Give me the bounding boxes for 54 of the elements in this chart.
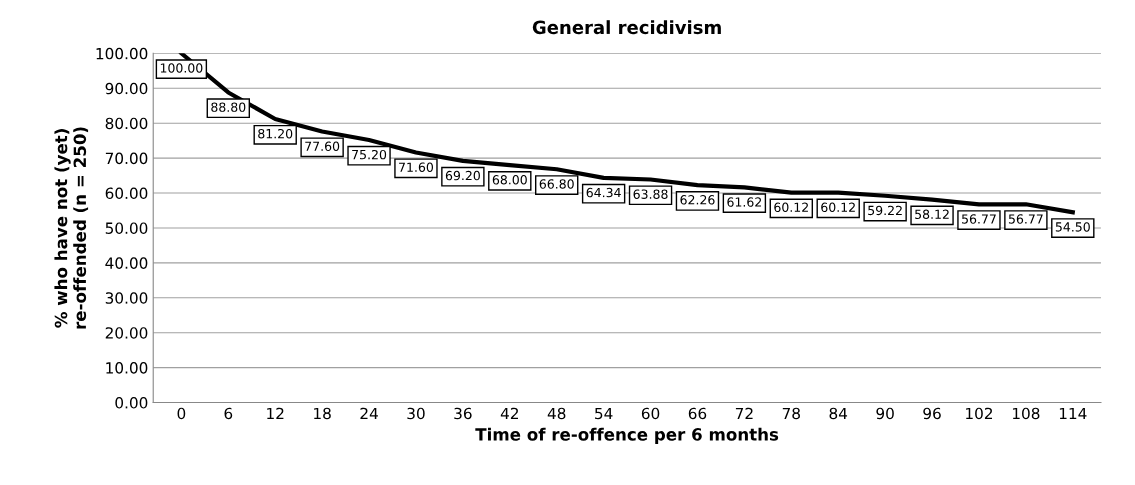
y-tick-label: 10.00 xyxy=(106,362,148,374)
data-label: 60.12 xyxy=(821,202,855,213)
chart-title: General recidivism xyxy=(532,20,721,35)
x-tick-label: 108 xyxy=(1012,407,1040,420)
y-tick-label: 70.00 xyxy=(105,152,148,165)
data-label: 81.20 xyxy=(258,128,293,139)
x-tick-label: 48 xyxy=(547,407,566,420)
x-tick-label: 72 xyxy=(735,407,753,420)
y-tick-label: 50.00 xyxy=(105,222,148,234)
x-tick-label: 60 xyxy=(641,407,660,420)
y-tick-label: 40.00 xyxy=(105,257,148,269)
x-tick-label: 0 xyxy=(177,407,186,420)
x-tick-label: 96 xyxy=(923,407,941,420)
data-label: 60.12 xyxy=(774,202,808,213)
data-label: 56.77 xyxy=(1008,214,1043,224)
x-tick-label: 114 xyxy=(1059,407,1087,420)
data-label: 77.60 xyxy=(305,141,340,151)
x-tick-label: 54 xyxy=(595,407,613,420)
x-tick-label: 84 xyxy=(829,407,848,420)
x-tick-label: 90 xyxy=(876,407,894,420)
data-label: 56.77 xyxy=(962,214,996,224)
x-tick-label: 18 xyxy=(314,407,331,420)
y-tick-label: 80.00 xyxy=(105,117,148,130)
y-tick-label: 60.00 xyxy=(105,187,148,200)
x-tick-label: 6 xyxy=(224,407,233,420)
data-label: 64.34 xyxy=(586,187,621,198)
y-axis-title: % who have not (yet) re-offended (n = 250) xyxy=(54,127,89,329)
x-tick-label: 30 xyxy=(407,407,425,420)
data-label: 59.22 xyxy=(868,205,902,216)
y-tick-label: 0.00 xyxy=(115,397,148,409)
x-axis-title: Time of re-offence per 6 months xyxy=(475,427,779,444)
data-label: 54.50 xyxy=(1055,222,1090,232)
x-tick-label: 102 xyxy=(966,407,993,420)
x-tick-label: 42 xyxy=(500,407,518,420)
x-tick-label: 66 xyxy=(688,407,707,420)
x-tick-label: 12 xyxy=(267,407,284,420)
data-label: 61.62 xyxy=(727,197,762,207)
y-tick-label: 90.00 xyxy=(105,82,148,95)
data-label: 58.12 xyxy=(915,209,949,219)
y-tick-label: 20.00 xyxy=(105,327,148,339)
x-tick-label: 36 xyxy=(454,407,472,420)
data-label: 75.20 xyxy=(352,149,387,160)
data-label: 88.80 xyxy=(211,102,246,112)
y-tick-label: 30.00 xyxy=(105,292,148,304)
data-label: 71.60 xyxy=(399,162,434,172)
data-label: 100.00 xyxy=(160,63,203,73)
x-tick-label: 78 xyxy=(782,407,800,420)
data-label: 69.20 xyxy=(445,170,480,181)
data-label: 68.00 xyxy=(492,175,527,185)
data-label: 63.88 xyxy=(633,189,668,199)
data-label: 66.80 xyxy=(539,179,574,189)
x-tick-label: 24 xyxy=(360,407,378,420)
data-label: 62.26 xyxy=(680,195,715,205)
y-tick-label: 100.00 xyxy=(96,47,148,60)
